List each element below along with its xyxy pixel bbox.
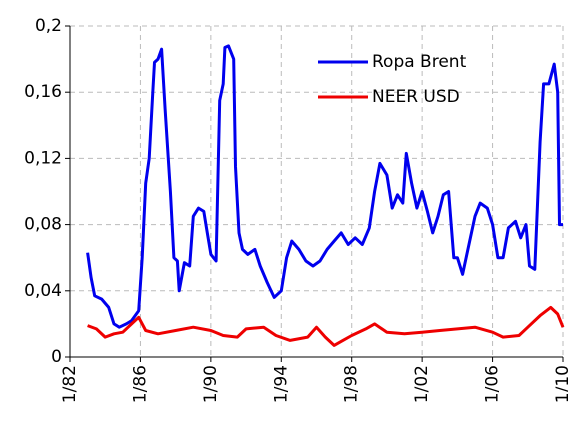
x-tick-label: 1/82 <box>60 365 80 403</box>
y-tick-label: 0,04 <box>24 281 62 301</box>
y-tick-label: 0,2 <box>35 16 62 36</box>
x-tick-label: 1/94 <box>271 365 291 403</box>
x-tick-label: 1/06 <box>483 365 503 403</box>
x-tick-label: 1/90 <box>201 365 221 403</box>
series-line <box>86 44 563 329</box>
legend-label: NEER USD <box>372 87 460 107</box>
y-tick-label: 0,08 <box>24 215 62 235</box>
x-tick-label: 1/86 <box>130 365 150 403</box>
legend-label: Ropa Brent <box>372 52 467 72</box>
x-tick-label: 1/02 <box>412 365 432 403</box>
x-tick-label: 1/98 <box>342 365 362 403</box>
y-tick-label: 0,12 <box>24 148 62 168</box>
y-tick-label: 0 <box>51 347 62 367</box>
x-tick-label: 1/10 <box>553 365 568 403</box>
y-tick-label: 0,16 <box>24 82 62 102</box>
series-line <box>87 305 565 347</box>
